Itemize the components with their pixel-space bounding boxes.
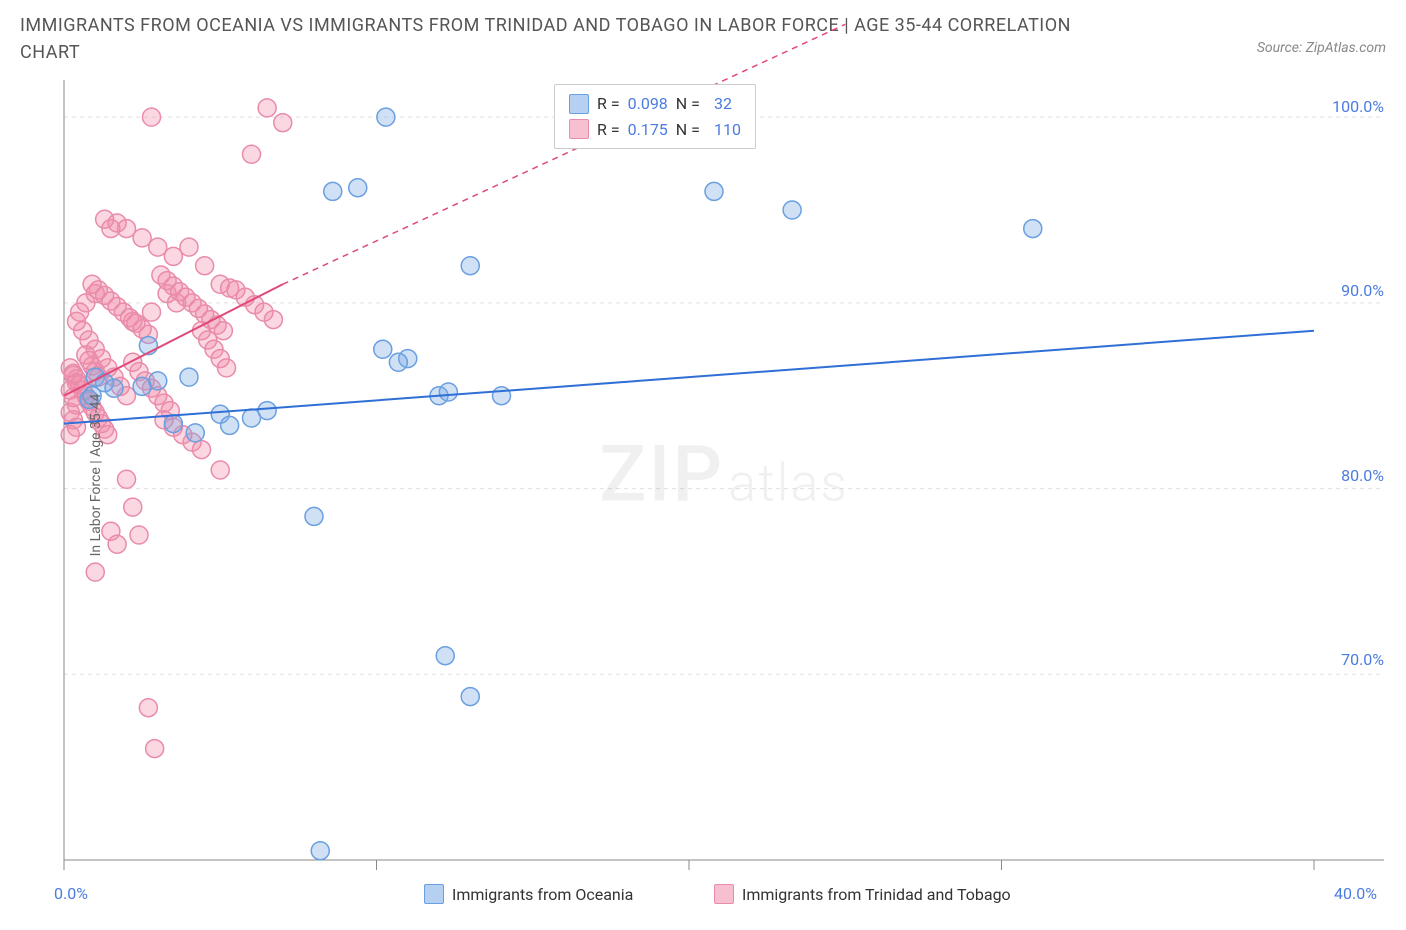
legend-r-oceania: 0.098 (628, 91, 668, 117)
legend-n-oceania: 32 (714, 91, 732, 117)
legend-r-label: R = (597, 91, 620, 117)
y-tick-100: 100.0% (1332, 97, 1384, 116)
plot-frame: In Labor Force | Age 35-44 ZIP atlas R =… (64, 80, 1384, 870)
bottom-legend-trinidad: Immigrants from Trinidad and Tobago (714, 884, 1011, 904)
bottom-legend-label-oceania: Immigrants from Oceania (452, 885, 633, 904)
y-tick-80: 80.0% (1341, 466, 1384, 485)
bottom-swatch-trinidad (714, 884, 734, 904)
legend-stats-box: R = 0.098 N = 32 R = 0.175 N = 110 (554, 84, 756, 149)
legend-n-label: N = (676, 91, 700, 117)
legend-row-trinidad: R = 0.175 N = 110 (569, 117, 741, 143)
legend-r-label-2: R = (597, 117, 620, 143)
y-tick-90: 90.0% (1341, 281, 1384, 300)
x-tick-40: 40.0% (1334, 884, 1377, 903)
y-tick-70: 70.0% (1341, 650, 1384, 669)
legend-n-label-2: N = (676, 117, 700, 143)
bottom-legend-label-trinidad: Immigrants from Trinidad and Tobago (742, 885, 1011, 904)
legend-row-oceania: R = 0.098 N = 32 (569, 91, 741, 117)
plot-svg (64, 80, 1384, 870)
x-tick-0: 0.0% (54, 884, 88, 903)
title-row: IMMIGRANTS FROM OCEANIA VS IMMIGRANTS FR… (20, 12, 1386, 66)
y-axis-label: In Labor Force | Age 35-44 (88, 394, 104, 557)
bottom-legend-oceania: Immigrants from Oceania (424, 884, 633, 904)
legend-r-trinidad: 0.175 (628, 117, 668, 143)
source-attribution: Source: ZipAtlas.com (1257, 40, 1386, 56)
chart-title: IMMIGRANTS FROM OCEANIA VS IMMIGRANTS FR… (20, 12, 1120, 66)
swatch-trinidad (569, 119, 589, 139)
chart-container: IMMIGRANTS FROM OCEANIA VS IMMIGRANTS FR… (0, 0, 1406, 930)
swatch-oceania (569, 94, 589, 114)
legend-n-trinidad: 110 (714, 117, 741, 143)
bottom-swatch-oceania (424, 884, 444, 904)
